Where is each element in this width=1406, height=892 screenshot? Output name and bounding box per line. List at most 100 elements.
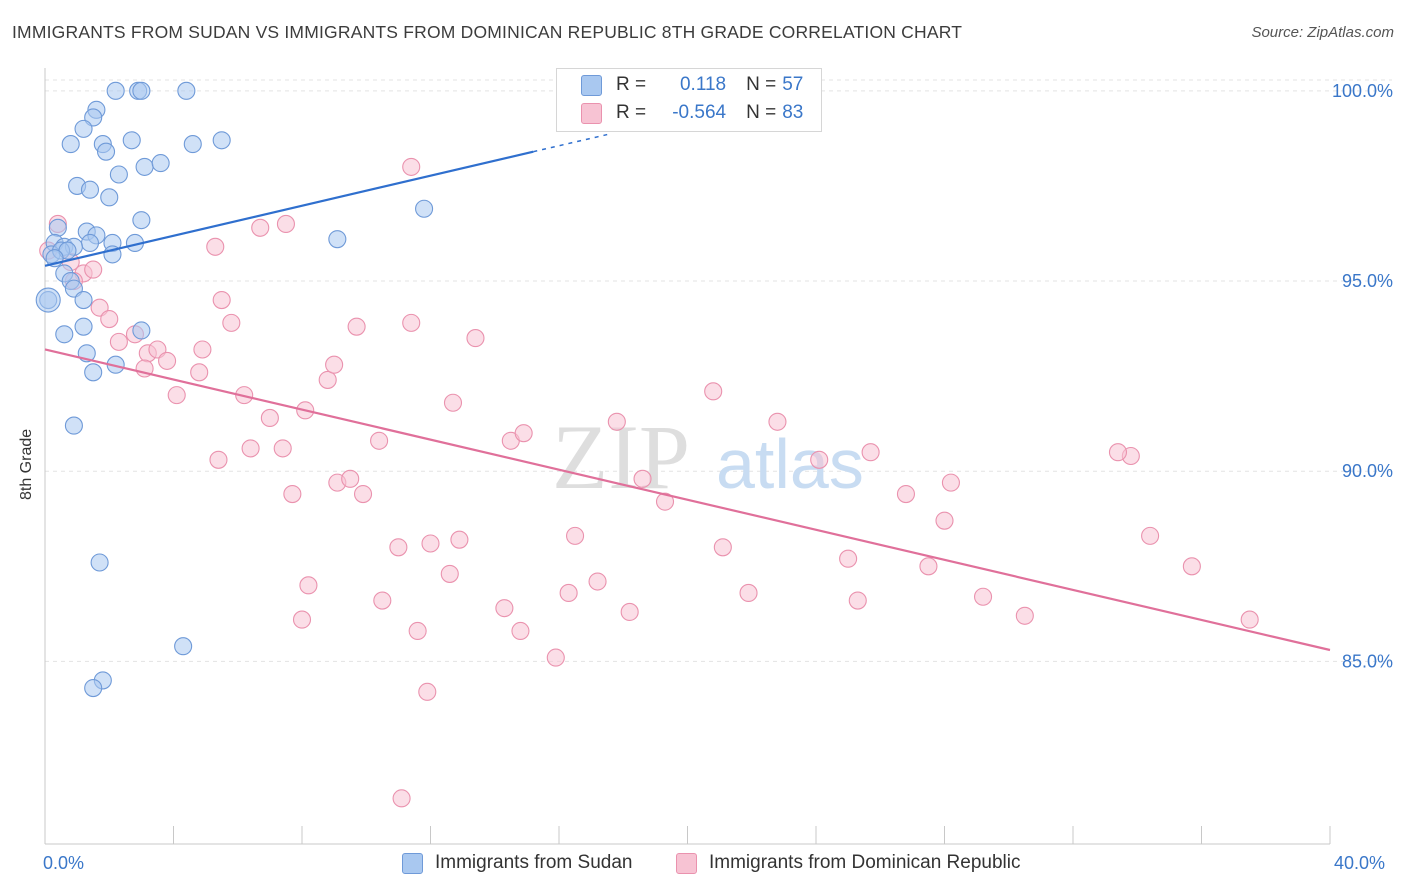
legend-n-value: 57 (782, 74, 804, 95)
dominican-republic-point (443, 393, 463, 412)
dominican-republic-point (848, 591, 867, 610)
dominican-republic-point (100, 310, 119, 329)
dominican-republic-point (620, 602, 639, 622)
legend-r-label: R = (616, 74, 647, 95)
x-tick-label-min: 0.0% (43, 853, 85, 873)
dominican-republic-point (241, 439, 260, 458)
sudan-point (109, 165, 128, 184)
sudan-legend-swatch (402, 852, 423, 874)
dominican-republic-trend-line (44, 348, 1331, 652)
legend-r-value: 0.118 (679, 74, 727, 95)
dominican-republic-point (341, 469, 360, 488)
legend-r-value: -0.564 (672, 102, 727, 123)
dominican-republic-point (861, 443, 880, 462)
dominican-republic-point (109, 332, 128, 351)
sudan-point (74, 119, 93, 138)
dominican-republic-point (212, 290, 231, 310)
sudan-point (328, 230, 347, 249)
dominican-republic-legend-swatch (676, 852, 697, 874)
dominican-republic-point (1182, 557, 1201, 576)
watermark-atlas: atlas (716, 425, 864, 503)
dominican-republic-point (418, 682, 437, 701)
dominican-republic-point (1015, 606, 1034, 625)
sudan-point (55, 325, 74, 344)
sudan-point (74, 317, 93, 336)
dominican-republic-swatch (581, 102, 602, 124)
dominican-republic-point (222, 313, 241, 332)
dominican-republic-point (373, 591, 392, 610)
dominican-republic-point (935, 511, 954, 530)
sudan-point (177, 81, 196, 100)
dominican-republic-point (209, 450, 228, 469)
series-legend: Immigrants from Sudan Immigrants from Do… (0, 852, 1406, 878)
chart-title: IMMIGRANTS FROM SUDAN VS IMMIGRANTS FROM… (12, 22, 963, 42)
legend-n-value: 83 (782, 102, 804, 123)
dominican-republic-point (1240, 610, 1259, 629)
dominican-republic-point (495, 599, 514, 618)
sudan-trend-line (44, 150, 534, 267)
dominican-republic-point (347, 317, 366, 336)
dominican-republic-point (566, 526, 585, 545)
dominican-republic-point (392, 789, 411, 808)
sudan-point (74, 290, 93, 310)
dominican-republic-point (466, 329, 485, 348)
dominican-republic-point (402, 313, 421, 332)
legend-row-dominican-republic: R = -0.564 N = 83 (581, 101, 803, 125)
dominican-republic-point (353, 484, 373, 504)
dominican-republic-point (559, 583, 578, 602)
dominican-republic-point (283, 484, 302, 504)
dominican-republic-point (839, 549, 858, 568)
dominican-republic-point (318, 370, 337, 389)
dominican-republic-point (260, 408, 279, 428)
source-label: Source: ZipAtlas.com (1251, 24, 1394, 41)
dominican-republic-point (704, 382, 723, 401)
sudan-swatch (581, 74, 602, 96)
dominican-republic-point (973, 587, 993, 606)
sudan-point (132, 211, 151, 230)
dominican-republic-point (273, 439, 292, 458)
sudan-point (132, 321, 151, 340)
y-tick-label: 95.0% (1342, 271, 1393, 291)
legend-label-dominican-republic: Immigrants from Dominican Republic (709, 852, 1021, 873)
sudan-point (174, 637, 193, 656)
dominican-republic-point (768, 412, 787, 431)
dominican-republic-point (896, 484, 916, 504)
dominican-republic-point (655, 492, 675, 511)
legend-n-label: N = (746, 74, 777, 95)
legend-item-sudan[interactable]: Immigrants from Sudan (402, 852, 632, 874)
dominican-republic-point (299, 576, 318, 595)
sudan-point (122, 131, 141, 150)
sudan-point (90, 553, 109, 572)
sudan-point (84, 678, 103, 698)
sudan-point (80, 233, 100, 253)
y-tick-label: 85.0% (1342, 651, 1393, 671)
y-tick-label: 90.0% (1342, 461, 1393, 481)
dominican-republic-point (546, 648, 565, 667)
dominican-republic-point (370, 431, 389, 450)
dominican-republic-point (633, 469, 652, 488)
sudan-point (212, 131, 231, 150)
dominican-republic-point (402, 157, 421, 176)
dominican-republic-point (440, 564, 459, 583)
sudan-trend-extension (533, 133, 608, 153)
axes (44, 68, 1331, 845)
sudan-point (100, 188, 119, 207)
dominican-republic-point (84, 260, 103, 279)
dominican-republic-point (511, 621, 530, 641)
sudan-point (64, 416, 83, 435)
legend-item-dominican-republic[interactable]: Immigrants from Dominican Republic (676, 852, 1021, 874)
dominican-republic-point (588, 572, 607, 591)
dominican-republic-point (810, 450, 829, 469)
dominican-republic-point (514, 424, 533, 443)
sudan-point (84, 363, 103, 382)
legend-n-label: N = (746, 102, 777, 123)
legend-label-sudan: Immigrants from Sudan (435, 852, 633, 873)
sudan-point (80, 180, 100, 199)
sudan-point (106, 81, 125, 100)
legend-row-sudan: R = 0.118 N = 57 (581, 73, 803, 97)
dominican-republic-point (158, 351, 177, 370)
sudan-point (151, 154, 170, 173)
dominican-republic-point (206, 237, 225, 256)
sudan-point (183, 135, 202, 154)
